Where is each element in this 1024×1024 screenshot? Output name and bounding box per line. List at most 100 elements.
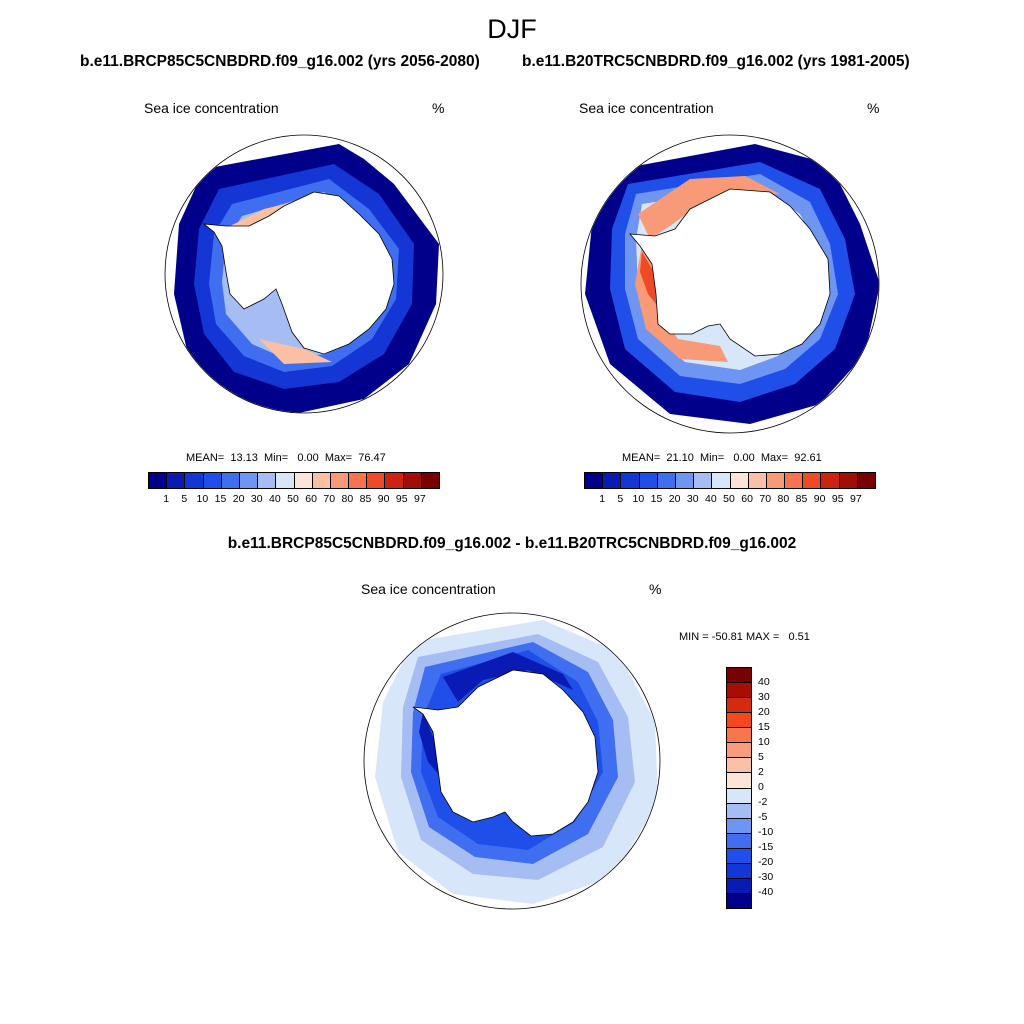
colorbar-swatch: [385, 473, 404, 488]
ice-band-5: [635, 176, 780, 362]
colorbar-tick-label: 30: [250, 493, 263, 505]
colorbar-tick-label: 95: [395, 493, 408, 505]
colorbar-swatch: [727, 758, 751, 774]
colorbar-tick-label: 20: [668, 493, 681, 505]
colorbar-swatch: [727, 818, 751, 834]
colorbar-swatch: [803, 473, 822, 488]
colorbar-swatch: [727, 743, 751, 759]
colorbar-tick-label: 80: [341, 493, 354, 505]
left-polar-map: [164, 134, 444, 414]
colorbar-swatch: [258, 473, 277, 488]
colorbar-tick-label: 70: [323, 493, 336, 505]
colorbar-swatch: [167, 473, 186, 488]
colorbar-tick-label: 10: [758, 736, 770, 748]
colorbar-swatch: [639, 473, 658, 488]
colorbar-swatch: [727, 893, 751, 908]
colorbar-tick-label: 40: [269, 493, 281, 505]
colorbar-swatch: [766, 473, 786, 488]
colorbar-swatch: [239, 473, 259, 488]
colorbar-tick-label: 20: [758, 706, 770, 718]
diff-variable-label: Sea ice concentration: [361, 581, 496, 597]
colorbar-tick-label: 85: [359, 493, 372, 505]
colorbar-tick-label: -5: [758, 811, 768, 823]
colorbar-swatch: [330, 473, 350, 488]
colorbar-tick-label: 5: [617, 493, 624, 505]
diff-colorbar-ticks: 40 30 20 15 10 5 2 0 -2 -5 -10 -15 -20 -30 -40: [758, 667, 798, 907]
ice-band-6: [640, 252, 656, 304]
colorbar-swatch: [748, 473, 767, 488]
colorbar-swatch: [367, 473, 386, 488]
difference-title: b.e11.BRCP85C5CNBDRD.f09_g16.002 - b.e11…: [227, 535, 797, 552]
right-units-label: %: [867, 100, 880, 116]
colorbar-swatch: [403, 473, 422, 488]
colorbar-tick-label: -10: [758, 826, 774, 838]
colorbar-swatch: [276, 473, 295, 488]
colorbar-swatch: [621, 473, 640, 488]
right-case-title: b.e11.B20TRC5CNBDRD.f09_g16.002 (yrs 198…: [522, 53, 910, 70]
antarctica: [412, 669, 599, 837]
colorbar-swatch: [185, 473, 204, 488]
right-stats: MEAN= 21.10 Min= 0.00 Max= 92.61: [622, 452, 822, 464]
colorbar-tick-label: 50: [287, 493, 299, 505]
colorbar-swatch: [727, 878, 751, 894]
colorbar-tick-label: 1: [599, 493, 606, 505]
colorbar-tick-label: 5: [181, 493, 188, 505]
colorbar-tick-label: -40: [758, 886, 774, 898]
colorbar-tick-label: 20: [232, 493, 245, 505]
colorbar-swatch: [727, 668, 751, 684]
colorbar-tick-label: 0: [758, 781, 764, 793]
colorbar-tick-label: 40: [705, 493, 717, 505]
left-case-title: b.e11.BRCP85C5CNBDRD.f09_g16.002 (yrs 20…: [80, 53, 480, 70]
colorbar-tick-label: 97: [850, 493, 862, 505]
colorbar-swatch: [657, 473, 676, 488]
colorbar-swatch: [727, 713, 751, 729]
colorbar-tick-label: 2: [758, 766, 764, 778]
colorbar-swatch: [585, 473, 604, 488]
left-stats: MEAN= 13.13 Min= 0.00 Max= 76.47: [186, 452, 386, 464]
antarctica: [202, 191, 395, 355]
colorbar-tick-label: 10: [632, 493, 645, 505]
colorbar-swatch: [730, 473, 749, 488]
diff-colorbar: [726, 667, 752, 909]
diff-units-label: %: [649, 581, 662, 597]
diff-band-5: [419, 652, 573, 777]
colorbar-swatch: [149, 473, 168, 488]
colorbar-swatch: [727, 848, 751, 864]
colorbar-swatch: [821, 473, 840, 488]
left-colorbar: [148, 472, 440, 489]
colorbar-tick-label: 30: [686, 493, 699, 505]
colorbar-tick-label: -15: [758, 841, 774, 853]
right-colorbar: [584, 472, 876, 489]
colorbar-swatch: [727, 803, 751, 819]
colorbar-tick-label: 97: [414, 493, 426, 505]
colorbar-swatch: [203, 473, 222, 488]
colorbar-tick-label: 5: [758, 751, 764, 763]
diff-polar-map: [363, 612, 661, 910]
colorbar-tick-label: 15: [650, 493, 663, 505]
colorbar-swatch: [294, 473, 313, 488]
colorbar-tick-label: -20: [758, 856, 774, 868]
colorbar-tick-label: 95: [831, 493, 844, 505]
right-colorbar-ticks: 1 5 10 15 20 30 40 50 60 70 80 85 90 95 97: [584, 493, 874, 507]
right-variable-label: Sea ice concentration: [579, 100, 714, 116]
right-polar-map: [580, 134, 880, 434]
colorbar-tick-label: 85: [795, 493, 808, 505]
colorbar-tick-label: 60: [305, 493, 317, 505]
colorbar-swatch: [694, 473, 713, 488]
colorbar-tick-label: 1: [163, 493, 170, 505]
colorbar-swatch: [839, 473, 858, 488]
left-variable-label: Sea ice concentration: [144, 100, 279, 116]
colorbar-swatch: [727, 698, 751, 714]
colorbar-tick-label: 90: [813, 493, 826, 505]
colorbar-swatch: [221, 473, 240, 488]
colorbar-tick-label: 50: [723, 493, 735, 505]
colorbar-swatch: [727, 683, 751, 699]
colorbar-swatch: [727, 773, 751, 789]
left-units-label: %: [432, 100, 445, 116]
colorbar-swatch: [727, 788, 751, 804]
colorbar-tick-label: 10: [196, 493, 209, 505]
colorbar-tick-label: 90: [377, 493, 390, 505]
colorbar-swatch: [712, 473, 731, 488]
colorbar-swatch: [421, 473, 439, 488]
colorbar-swatch: [603, 473, 622, 488]
